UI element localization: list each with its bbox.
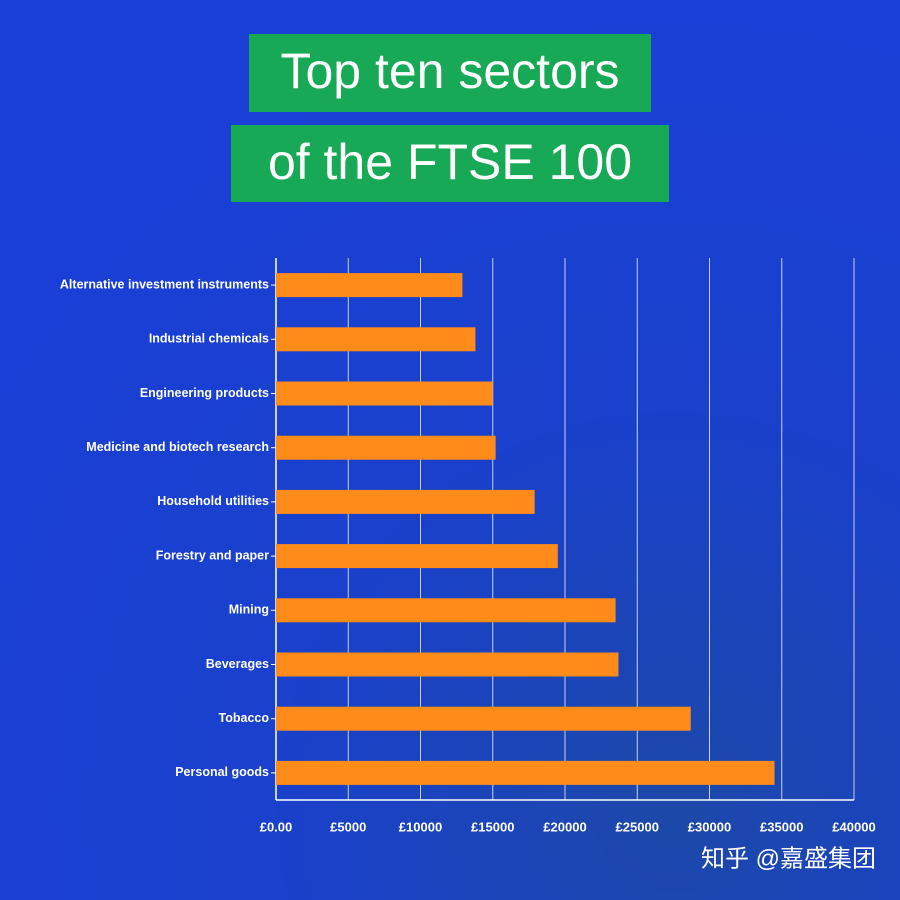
bar — [276, 489, 535, 514]
x-tick-label: £0.00 — [260, 819, 293, 834]
bar — [276, 381, 493, 406]
bar — [276, 435, 496, 460]
y-tick-label: Engineering products — [140, 386, 269, 400]
title-box — [249, 34, 651, 112]
x-tick-label: £40000 — [832, 819, 875, 834]
bar — [276, 760, 775, 785]
x-tick-label: £30000 — [688, 819, 731, 834]
bar — [276, 652, 619, 677]
bar — [276, 273, 463, 298]
x-tick-label: £15000 — [471, 819, 514, 834]
chart-title: Top ten sectors — [280, 43, 619, 99]
x-tick-label: £10000 — [399, 819, 442, 834]
y-tick-label: Tobacco — [219, 711, 270, 725]
bar — [276, 327, 476, 352]
y-tick-label: Alternative investment instruments — [60, 277, 269, 291]
bar — [276, 706, 691, 731]
x-tick-label: £5000 — [330, 819, 366, 834]
bar — [276, 598, 616, 623]
y-tick-label: Medicine and biotech research — [86, 440, 269, 454]
chart-title: of the FTSE 100 — [268, 134, 632, 190]
bar — [276, 544, 558, 569]
y-tick-label: Beverages — [206, 657, 269, 671]
y-tick-label: Industrial chemicals — [149, 332, 269, 346]
y-tick-label: Forestry and paper — [156, 548, 269, 562]
x-tick-label: £25000 — [616, 819, 659, 834]
x-tick-label: £35000 — [760, 819, 803, 834]
watermark: 知乎 @嘉盛集团 — [701, 845, 876, 872]
title-box — [231, 125, 669, 202]
y-tick-label: Mining — [229, 603, 269, 617]
y-tick-label: Household utilities — [157, 494, 269, 508]
y-tick-label: Personal goods — [175, 765, 269, 779]
x-tick-label: £20000 — [543, 819, 586, 834]
